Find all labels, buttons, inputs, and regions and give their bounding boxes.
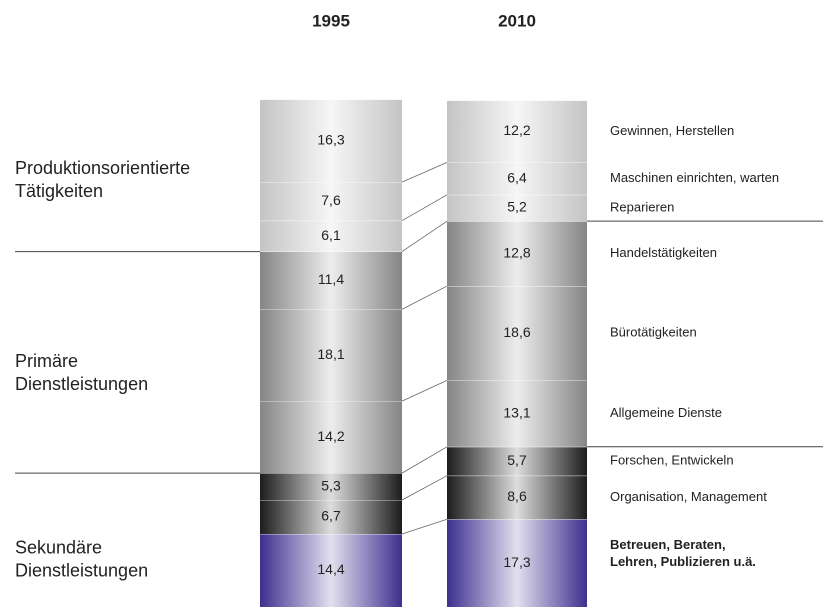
- legend-label: Forschen, Entwickeln: [610, 453, 734, 468]
- group-label: Dienstleistungen: [15, 561, 148, 581]
- legend-label: Reparieren: [610, 199, 674, 214]
- value-label: 11,4: [318, 271, 344, 287]
- group-label: Tätigkeiten: [15, 181, 103, 201]
- category-label: 1995: [312, 11, 350, 30]
- connector: [401, 446, 448, 474]
- group-label: Produktionsorientierte: [15, 158, 190, 178]
- legend-label: Betreuen, Beraten,: [610, 537, 726, 552]
- value-label: 6,7: [321, 508, 341, 524]
- value-label: 12,8: [503, 244, 530, 260]
- legend-label: Maschinen einrichten, warten: [610, 170, 779, 185]
- legend-label: Allgemeine Dienste: [610, 405, 722, 420]
- bar-segment: [260, 473, 402, 501]
- bar-segment: [260, 309, 402, 402]
- category-label: 2010: [498, 11, 536, 30]
- bar-segment: [260, 220, 402, 252]
- value-label: 18,6: [503, 324, 530, 340]
- value-label: 14,2: [317, 428, 344, 444]
- group-label: Primäre: [15, 351, 78, 371]
- bar-segment: [260, 401, 402, 474]
- legend-label: Bürotätigkeiten: [610, 325, 697, 340]
- value-label: 17,3: [503, 554, 530, 570]
- value-label: 12,2: [503, 122, 530, 138]
- bar-segment: [260, 533, 402, 607]
- connector: [401, 285, 448, 310]
- value-label: 8,6: [507, 488, 527, 504]
- bar-segment: [447, 475, 587, 520]
- value-label: 18,1: [317, 346, 344, 362]
- bar-segment: [260, 182, 402, 221]
- legend-label: Lehren, Publizieren u.ä.: [610, 554, 756, 569]
- bar-segment: [447, 162, 587, 195]
- bar-segment: [260, 500, 402, 534]
- value-label: 6,4: [507, 169, 527, 185]
- connector: [401, 194, 448, 222]
- value-label: 5,7: [507, 452, 527, 468]
- group-label: Sekundäre: [15, 538, 102, 558]
- legend-label: Gewinnen, Herstellen: [610, 123, 734, 138]
- bar-segment: [260, 251, 402, 310]
- group-label: Dienstleistungen: [15, 374, 148, 394]
- connector: [401, 220, 448, 252]
- bar-segment: [447, 221, 587, 287]
- legend-label: Organisation, Management: [610, 489, 767, 504]
- value-label: 5,3: [321, 477, 341, 493]
- value-label: 6,1: [321, 227, 341, 243]
- value-label: 16,3: [317, 132, 344, 148]
- connector: [401, 518, 448, 535]
- bar-segment: [260, 99, 402, 183]
- bar-segment: [447, 286, 587, 381]
- bar-segment: [447, 194, 587, 222]
- bar-segment: [447, 446, 587, 476]
- value-label: 5,2: [507, 199, 527, 215]
- value-label: 7,6: [321, 192, 341, 208]
- value-label: 14,4: [317, 561, 344, 577]
- connector: [401, 475, 448, 501]
- value-label: 13,1: [503, 404, 530, 420]
- bar-segment: [447, 380, 587, 447]
- bar-segment: [447, 519, 587, 607]
- bar-segment: [447, 100, 587, 163]
- connector: [401, 380, 448, 402]
- legend-label: Handelstätigkeiten: [610, 245, 717, 260]
- connector: [401, 161, 448, 183]
